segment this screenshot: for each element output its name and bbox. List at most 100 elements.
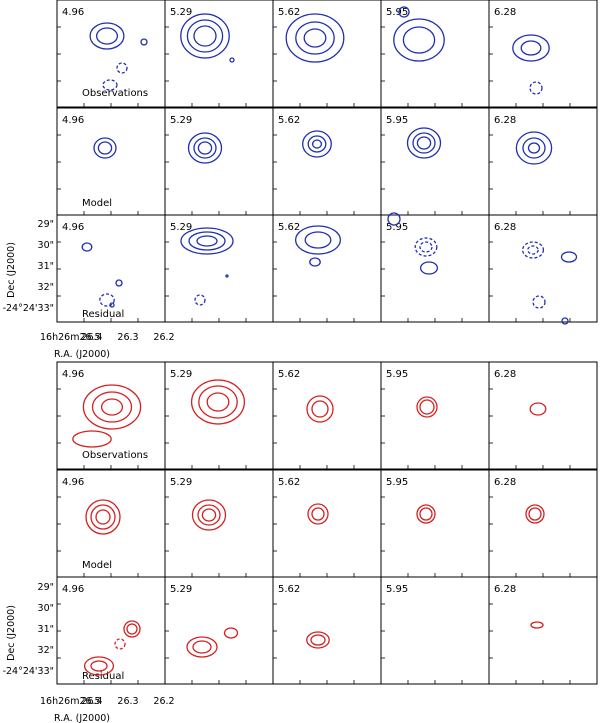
contour: [93, 137, 117, 159]
y-axis-label: Dec (J2000): [6, 242, 17, 298]
velocity-label: 5.95: [386, 584, 408, 595]
velocity-label: 5.29: [170, 115, 192, 126]
velocity-label: 4.96: [62, 584, 84, 595]
velocity-label: 5.29: [170, 584, 192, 595]
velocity-label: 4.96: [62, 7, 84, 18]
contour: [97, 141, 113, 155]
y-axis-label: Dec (J2000): [6, 605, 17, 661]
contour: [311, 139, 323, 149]
panel-observations-5.62: 5.62: [272, 0, 382, 108]
velocity-label: 5.29: [170, 222, 192, 233]
panel-model-4.96: 4.96 Model: [56, 469, 166, 578]
contour: [561, 317, 569, 325]
panel-residual-5.95: 5.95: [380, 576, 490, 685]
panel-model-5.62: 5.62: [272, 107, 382, 216]
velocity-label: 6.28: [494, 584, 516, 595]
x-tick-label: 26.2: [153, 332, 174, 343]
contour: [419, 507, 433, 521]
velocity-label: 4.96: [62, 477, 84, 488]
panel-observations-6.28: 6.28: [488, 0, 598, 108]
x-tick-label: 16h26m26.5: [40, 696, 101, 707]
panel-residual-5.29: 5.29: [164, 214, 274, 323]
contour: [109, 302, 115, 308]
contour: [528, 507, 542, 521]
contour: [560, 251, 578, 263]
contour: [515, 131, 553, 165]
contour: [81, 242, 93, 252]
contour: [406, 127, 442, 159]
contour: [187, 132, 223, 164]
row-label-observations: Observations: [82, 450, 148, 461]
contour: [285, 13, 345, 63]
panel-observations-5.95: 5.95: [380, 0, 490, 108]
contour: [198, 385, 238, 419]
velocity-label: 5.95: [386, 222, 408, 233]
contour: [419, 399, 435, 415]
contour: [115, 279, 123, 287]
velocity-label: 4.96: [62, 222, 84, 233]
y-tick-label: 32": [38, 282, 54, 293]
velocity-label: 5.95: [386, 477, 408, 488]
velocity-label: 5.62: [278, 369, 300, 380]
contour: [393, 18, 445, 62]
contour: [416, 136, 432, 150]
panel-model-5.29: 5.29: [164, 107, 274, 216]
contour: [83, 656, 115, 676]
panel-model-5.95: 5.95: [380, 469, 490, 578]
contour: [529, 402, 547, 416]
y-tick-label: -24°24'33": [3, 666, 54, 677]
x-axis-label: R.A. (J2000): [54, 713, 110, 723]
contour: [85, 499, 121, 535]
contour: [311, 400, 329, 418]
x-tick-label: 26.4: [81, 696, 102, 707]
contour: [190, 379, 246, 425]
row-label-model: Model: [82, 560, 112, 571]
velocity-label: 5.29: [170, 369, 192, 380]
contour: [193, 137, 217, 159]
row-label-observations: Observations: [82, 88, 148, 99]
contour: [304, 231, 332, 249]
panel-observations-5.29: 5.29: [164, 361, 274, 470]
panel-model-6.28: 6.28: [488, 469, 598, 578]
contour: [180, 227, 234, 255]
contour: [419, 261, 439, 275]
bottom-block: 4.96 Observations 5.29 5.62 5.95 6.28 4.96 Mode…: [3, 361, 598, 723]
velocity-label: 5.62: [278, 7, 300, 18]
velocity-label: 5.29: [170, 7, 192, 18]
velocity-label: 6.28: [494, 222, 516, 233]
contour: [303, 28, 327, 48]
contour: [402, 26, 436, 54]
velocity-label: 5.62: [278, 222, 300, 233]
contour: [197, 504, 221, 526]
contour: [530, 621, 544, 629]
velocity-label: 5.62: [278, 115, 300, 126]
contour: [306, 395, 334, 423]
contour: [416, 396, 438, 418]
panel-residual-5.62: 5.62: [272, 214, 382, 323]
velocity-label: 4.96: [62, 115, 84, 126]
contour: [100, 398, 124, 416]
panel-model-5.29: 5.29: [164, 469, 274, 578]
panel-model-4.96: 4.96 Model: [56, 107, 166, 216]
panel-residual-5.62: 5.62: [272, 576, 382, 685]
contour: [197, 141, 213, 155]
contour: [206, 392, 230, 412]
contour: [82, 384, 142, 430]
contour: [123, 620, 141, 638]
negative-contour: [527, 245, 539, 255]
panel-residual-5.95: 5.95: [380, 212, 490, 323]
contour: [89, 22, 125, 50]
y-tick-label: 30": [38, 603, 54, 614]
contour: [90, 660, 108, 672]
contour: [398, 6, 410, 18]
panel-residual-6.28: 6.28: [488, 576, 598, 685]
panel-observations-4.96: 4.96 Observations: [56, 361, 166, 470]
x-tick-label: 16h26m26.5: [40, 332, 101, 343]
velocity-label: 5.62: [278, 584, 300, 595]
contour: [229, 57, 235, 63]
velocity-label: 6.28: [494, 369, 516, 380]
panel-observations-5.29: 5.29: [164, 0, 274, 108]
contour: [186, 19, 224, 53]
negative-contour: [99, 293, 115, 307]
